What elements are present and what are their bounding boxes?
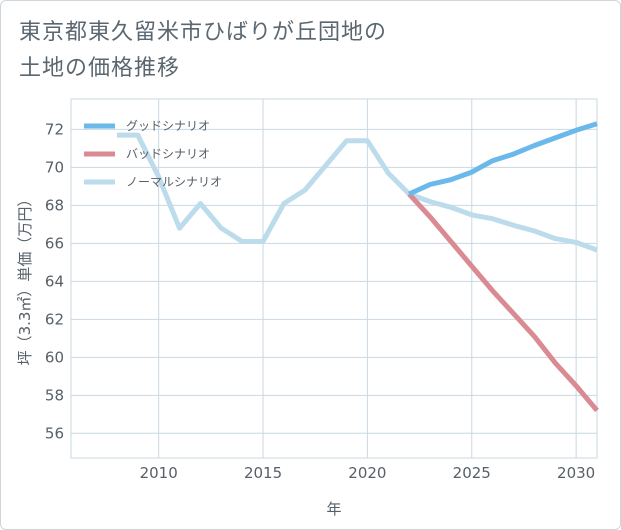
axis-ticks: 56 58 60 62 64 66 68 70 72 2010 2015 2020 2025 2030 [45,120,595,482]
series-line [116,132,598,253]
y-tick-label: 70 [45,158,64,176]
y-tick-label: 68 [45,196,64,214]
legend-label: ノーマルシナリオ [126,175,222,189]
x-tick-label: 2015 [244,464,282,482]
x-tick-label: 2020 [348,464,386,482]
series-lines [116,121,599,413]
y-tick-label: 72 [45,120,64,138]
y-tick-label: 56 [45,424,64,442]
y-tick-label: 62 [45,310,64,328]
grid [70,98,598,459]
legend-label: グッドシナリオ [126,119,210,133]
chart-title: 東京都東久留米市ひばりが丘団地の 土地の価格推移 [19,15,579,87]
legend-label: バッドシナリオ [126,147,210,161]
series-line [408,121,598,197]
chart-title-line2: 土地の価格推移 [19,56,181,81]
y-axis-label: 坪（3.3㎡）単価（万円） [16,192,34,366]
series-line [407,192,599,413]
y-tick-label: 60 [45,348,64,366]
plot-frame [70,98,598,459]
x-tick-label: 2025 [453,464,491,482]
y-tick-label: 66 [45,234,64,252]
x-axis-label: 年 [326,500,341,518]
chart-title-line1: 東京都東久留米市ひばりが丘団地の [19,20,388,45]
y-tick-label: 64 [45,272,64,290]
y-tick-label: 58 [45,386,64,404]
x-tick-label: 2010 [140,464,178,482]
x-tick-label: 2030 [557,464,595,482]
